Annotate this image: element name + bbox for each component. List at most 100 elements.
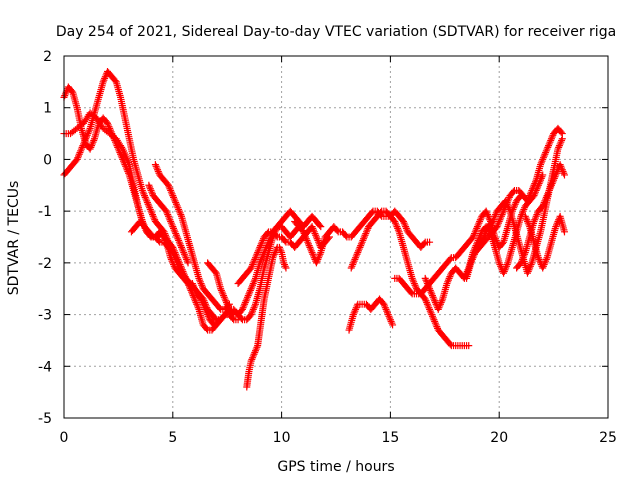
data-point (355, 245, 363, 253)
data-point (423, 278, 431, 286)
data-point (407, 289, 415, 297)
data-point (504, 202, 512, 210)
data-point (312, 259, 320, 267)
data-point (305, 242, 313, 250)
data-point (473, 224, 481, 232)
data-point (81, 136, 89, 144)
data-point (76, 149, 84, 157)
data-point (502, 199, 510, 207)
data-point (263, 229, 271, 237)
data-point (498, 239, 506, 247)
data-point (85, 128, 93, 136)
data-point (525, 193, 533, 201)
data-point (159, 230, 167, 238)
data-point (362, 230, 370, 238)
data-point (352, 304, 360, 312)
data-point (402, 224, 410, 232)
data-point (148, 232, 156, 240)
data-point (556, 140, 564, 148)
data-point (191, 285, 199, 293)
data-point (558, 135, 566, 143)
data-point (257, 242, 265, 250)
data-point (443, 280, 451, 288)
data-point (256, 243, 264, 251)
series-track-d (127, 217, 218, 329)
data-point (384, 311, 392, 319)
data-point (360, 235, 368, 243)
data-point (167, 219, 175, 227)
data-point (148, 209, 156, 217)
data-point (386, 314, 394, 322)
data-point (146, 183, 154, 191)
data-point (79, 142, 87, 150)
data-point (177, 242, 185, 250)
data-point (432, 321, 440, 329)
data-point (541, 259, 549, 267)
data-point (411, 281, 419, 289)
data-point (217, 285, 225, 293)
data-point (173, 233, 181, 241)
data-point (491, 212, 499, 220)
data-point (257, 255, 265, 263)
data-point (170, 226, 178, 234)
data-point (505, 204, 513, 212)
data-point (257, 240, 265, 248)
data-point (260, 249, 268, 257)
data-point (545, 142, 553, 150)
data-point (90, 136, 98, 144)
data-point (430, 295, 438, 303)
data-point (241, 300, 249, 308)
data-point (219, 290, 227, 298)
data-point (391, 217, 399, 225)
data-point (307, 247, 315, 255)
data-point (244, 293, 252, 301)
data-point (191, 295, 199, 303)
data-point (316, 221, 324, 229)
data-point (198, 297, 206, 305)
data-point (145, 202, 153, 210)
data-point (170, 193, 178, 201)
data-point (254, 247, 262, 255)
data-point (165, 183, 173, 191)
series-track-q (521, 212, 568, 272)
data-point (152, 162, 160, 170)
data-point (350, 257, 358, 265)
data-point (533, 211, 541, 219)
data-point (349, 261, 357, 269)
y-axis-label: SDTVAR / TECUs (6, 181, 22, 296)
data-point (540, 152, 548, 160)
data-point (559, 167, 567, 175)
y-tick-label: 2 (43, 49, 52, 65)
data-point (189, 281, 197, 289)
data-point (163, 209, 171, 217)
data-point (147, 186, 155, 194)
x-axis-label: GPS time / hours (277, 459, 394, 475)
data-point (426, 238, 434, 246)
data-point (89, 138, 97, 146)
data-point (192, 299, 200, 307)
data-point (401, 221, 409, 229)
data-point (275, 243, 283, 251)
data-point (529, 185, 537, 193)
data-point (301, 231, 309, 239)
data-point (531, 214, 539, 222)
data-point (472, 247, 480, 255)
data-point (140, 190, 148, 198)
data-point (101, 74, 109, 82)
data-point (144, 200, 152, 208)
data-point (168, 221, 176, 229)
data-point (276, 245, 284, 253)
data-point (333, 227, 341, 235)
data-point (480, 233, 488, 241)
data-point (188, 280, 196, 288)
data-point (502, 262, 510, 270)
data-point (253, 250, 261, 258)
data-point (160, 233, 168, 241)
y-tick-label: -2 (38, 256, 52, 272)
data-point (312, 231, 320, 239)
data-point (168, 190, 176, 198)
data-point (252, 252, 260, 260)
data-point (518, 211, 526, 219)
y-tick-label: -1 (38, 204, 52, 220)
data-point (176, 240, 184, 248)
